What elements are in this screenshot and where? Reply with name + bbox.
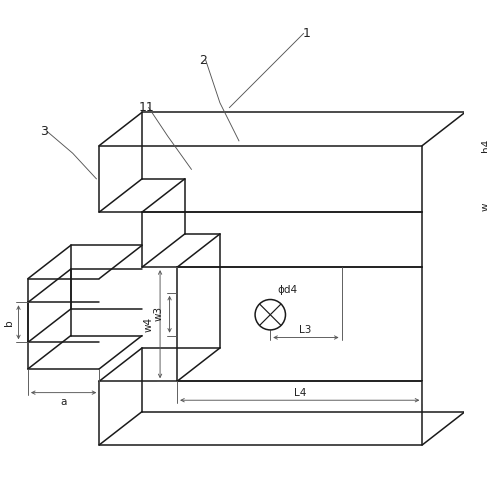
Text: 2: 2 [199, 53, 207, 67]
Text: w: w [481, 202, 487, 211]
Text: b: b [4, 319, 14, 326]
Text: a: a [60, 397, 66, 407]
Text: L4: L4 [294, 388, 306, 398]
Text: w3: w3 [153, 306, 163, 322]
Text: h4: h4 [481, 139, 487, 152]
Text: 3: 3 [40, 125, 48, 138]
Text: 11: 11 [139, 101, 155, 114]
Text: 1: 1 [302, 27, 310, 40]
Text: ϕd4: ϕd4 [277, 285, 298, 295]
Text: w4: w4 [144, 317, 154, 332]
Text: L3: L3 [299, 325, 312, 335]
